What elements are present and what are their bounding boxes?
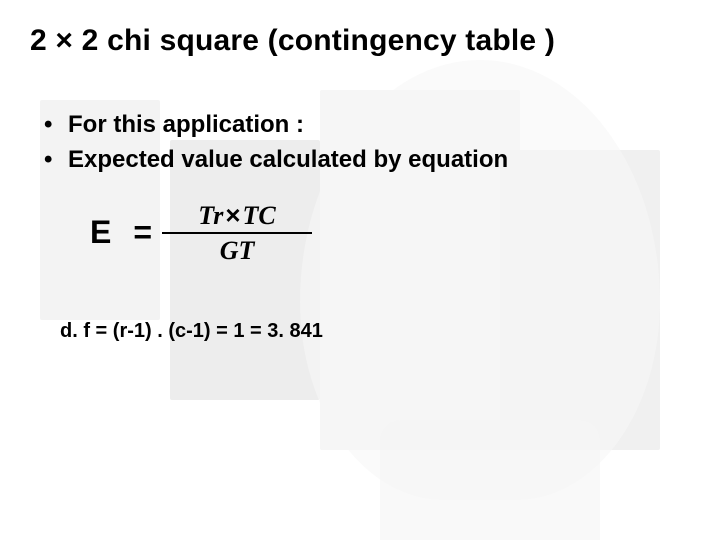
slide: 2 × 2 chi square (contingency table ) Fo… bbox=[0, 0, 720, 540]
slide-content: 2 × 2 chi square (contingency table ) Fo… bbox=[0, 0, 720, 343]
degrees-of-freedom-line: d. f = (r-1) . (c-1) = 1 = 3. 841 bbox=[60, 320, 690, 343]
fraction-numerator: Tr×TC bbox=[184, 202, 289, 232]
equation: E = Tr×TC GT bbox=[90, 202, 690, 265]
equation-lhs: E bbox=[90, 214, 111, 251]
equals-sign: = bbox=[133, 214, 152, 251]
fraction-denominator: GT bbox=[220, 234, 255, 264]
numerator-term-b: TC bbox=[243, 201, 276, 230]
bullet-item: Expected value calculated by equation bbox=[40, 143, 690, 178]
times-operator: × bbox=[223, 200, 242, 230]
bullet-item: For this application : bbox=[40, 108, 690, 143]
bullet-list: For this application : Expected value ca… bbox=[40, 108, 690, 178]
slide-title: 2 × 2 chi square (contingency table ) bbox=[30, 24, 690, 58]
numerator-term-a: Tr bbox=[198, 201, 223, 230]
fraction: Tr×TC GT bbox=[162, 202, 312, 265]
